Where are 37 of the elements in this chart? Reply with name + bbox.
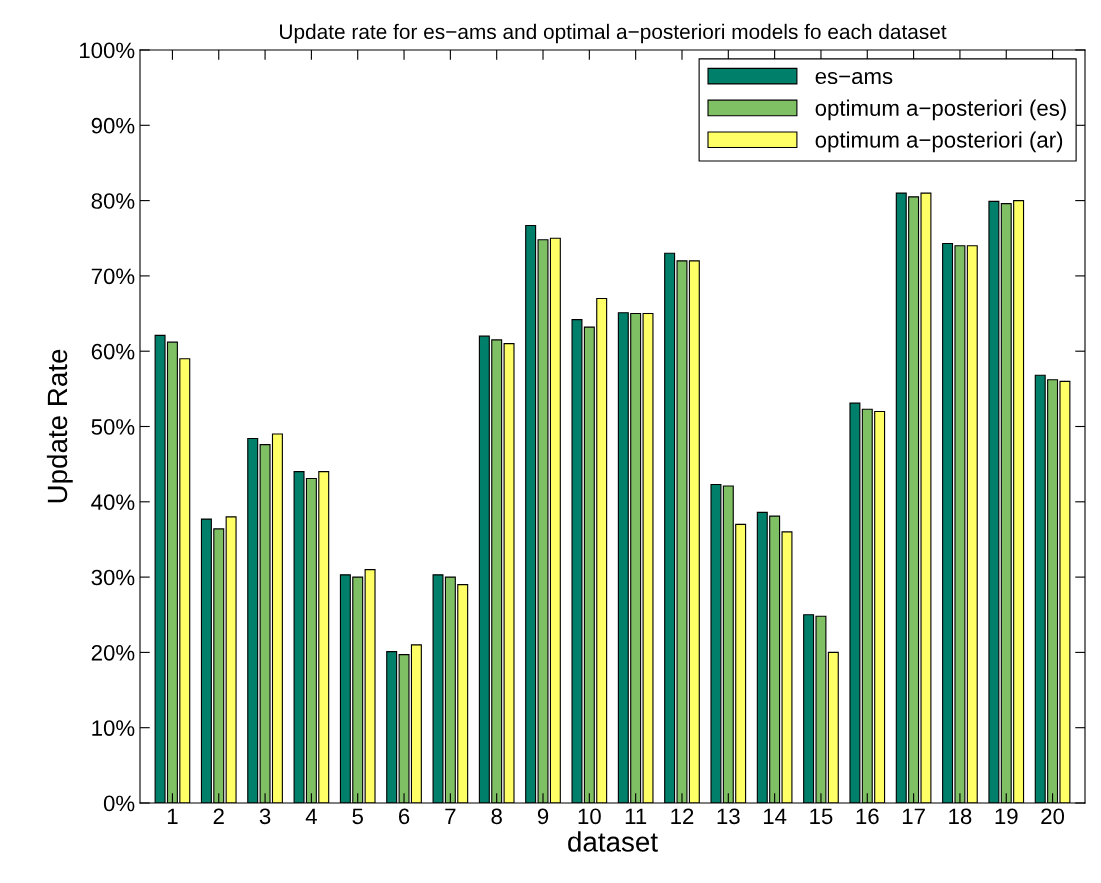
y-tick-label: 70% <box>91 268 135 285</box>
x-tick-label: 1 <box>167 808 178 824</box>
legend-label: optimum a−posteriori (es) <box>815 99 1066 121</box>
x-tick-label: 17 <box>902 808 925 824</box>
y-tick-label: 0% <box>103 795 135 812</box>
x-axis-title: dataset <box>568 831 658 852</box>
y-tick-label: 10% <box>92 720 135 736</box>
chart-title: Update rate for es−ams and optimal a−posteriori models fo each dataset <box>280 23 947 44</box>
y-tick-label: 30% <box>91 569 135 586</box>
x-tick-label: 10 <box>578 808 601 825</box>
x-tick-label: 14 <box>763 808 787 824</box>
x-tick-label: 13 <box>717 808 740 825</box>
x-tick-label: 20 <box>1041 808 1065 825</box>
x-tick-label: 12 <box>671 808 694 824</box>
x-tick-label: 7 <box>445 808 456 824</box>
y-axis-title: Update Rate <box>46 349 73 503</box>
x-tick-label: 3 <box>259 808 271 825</box>
x-tick-label: 16 <box>856 808 879 825</box>
y-tick-label: 20% <box>91 644 135 661</box>
y-tick-label: 100% <box>80 42 135 59</box>
x-tick-label: 8 <box>491 808 502 825</box>
x-tick-label: 5 <box>352 808 363 825</box>
y-tick-label: 60% <box>91 343 135 360</box>
legend-label: optimum a−posteriori (ar) <box>815 131 1063 153</box>
y-tick-label: 90% <box>91 117 135 134</box>
x-tick-label: 11 <box>625 808 647 824</box>
legend-label: es−ams <box>815 71 893 85</box>
x-tick-label: 6 <box>398 808 410 825</box>
y-tick-label: 40% <box>91 494 135 511</box>
x-tick-label: 9 <box>537 808 549 825</box>
x-tick-label: 18 <box>949 808 972 825</box>
y-tick-label: 80% <box>91 193 135 209</box>
x-tick-label: 19 <box>995 808 1018 825</box>
y-tick-label: 50% <box>91 419 135 435</box>
x-tick-label: 4 <box>305 808 317 824</box>
x-tick-label: 2 <box>213 808 224 824</box>
x-tick-label: 15 <box>810 808 833 825</box>
